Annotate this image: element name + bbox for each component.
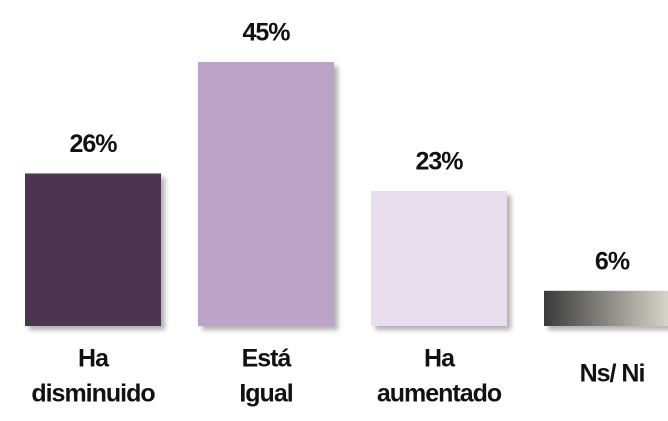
- category-label: Ha: [424, 345, 456, 373]
- value-label: 6%: [595, 247, 630, 275]
- category-label: Está: [242, 345, 292, 373]
- bar: [544, 290, 668, 326]
- category-label: aumentado: [377, 380, 502, 408]
- bar: [25, 173, 161, 326]
- category-label: Igual: [239, 380, 292, 408]
- value-label: 45%: [242, 19, 290, 47]
- category-label: disminuido: [31, 380, 155, 408]
- bar: [198, 62, 334, 326]
- category-label: Ns/ Ni: [580, 360, 645, 388]
- value-label: 26%: [69, 130, 117, 158]
- value-label: 23%: [415, 148, 463, 176]
- bar: [371, 191, 507, 326]
- category-label: Ha: [78, 345, 110, 373]
